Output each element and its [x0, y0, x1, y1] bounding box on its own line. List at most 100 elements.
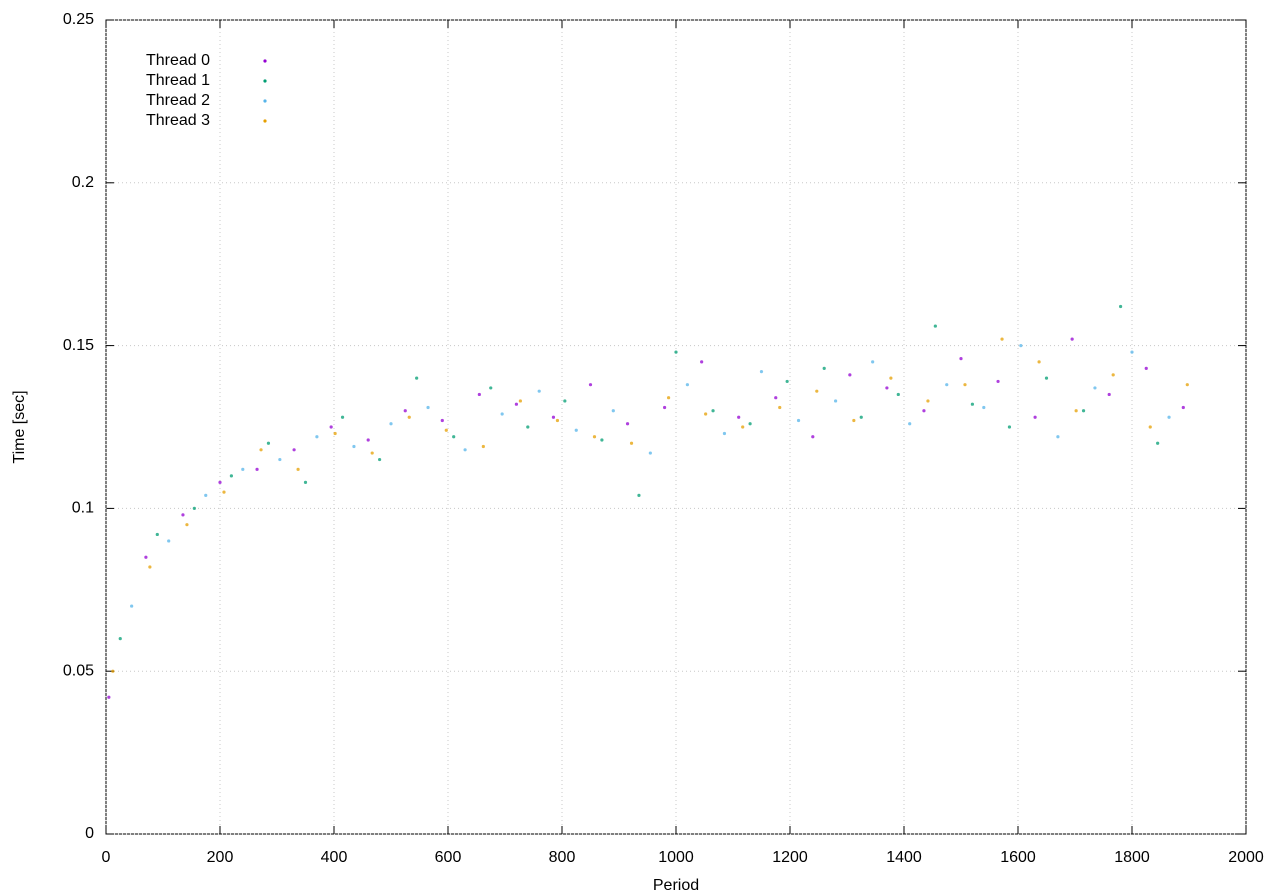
data-point [1107, 392, 1111, 397]
data-point [378, 457, 382, 462]
x-tick-label: 1600 [1000, 849, 1036, 866]
x-tick-label: 800 [549, 849, 576, 866]
y-tick-label: 0.25 [63, 11, 94, 28]
data-point [148, 565, 152, 569]
data-point [518, 399, 522, 403]
data-point [822, 366, 826, 370]
data-point [896, 392, 900, 397]
data-point [663, 405, 667, 410]
data-point [592, 435, 597, 439]
data-point [241, 467, 245, 471]
data-point [574, 428, 578, 432]
data-point [1070, 337, 1074, 341]
data-point [1056, 435, 1060, 439]
data-point [1007, 425, 1012, 429]
data-point [551, 415, 556, 419]
data-point [1081, 409, 1086, 413]
data-point [403, 409, 407, 413]
data-point [222, 490, 226, 494]
data-point [625, 422, 630, 426]
data-point [303, 480, 308, 484]
data-point [296, 467, 300, 471]
data-point [537, 389, 541, 393]
data-point [204, 493, 208, 497]
data-point [859, 415, 863, 419]
plot-frame [105, 19, 1247, 835]
data-point [811, 435, 815, 439]
data-point [1144, 366, 1148, 370]
data-point [1093, 386, 1097, 390]
data-point [107, 695, 111, 699]
data-point [463, 448, 467, 452]
legend-label: Thread 3 [146, 112, 210, 129]
data-point [415, 376, 419, 380]
data-point [155, 532, 159, 537]
data-point [500, 412, 504, 416]
data-point [648, 451, 652, 455]
data-point [1119, 304, 1123, 309]
data-point [778, 405, 782, 410]
x-tick-label: 2000 [1228, 849, 1264, 866]
data-point [370, 451, 374, 455]
data-point [118, 637, 122, 641]
data-point [340, 415, 345, 419]
x-tick-label: 1000 [658, 849, 694, 866]
data-point [255, 467, 259, 471]
data-point [315, 435, 319, 439]
data-point [796, 418, 801, 423]
data-point [722, 431, 727, 436]
x-tick-label: 0 [102, 849, 111, 866]
data-point [945, 383, 949, 387]
data-point [444, 428, 448, 432]
x-tick-label: 1200 [772, 849, 808, 866]
data-point [407, 415, 411, 419]
y-tick-label: 0.15 [63, 337, 94, 354]
data-point [785, 379, 789, 384]
data-point [181, 513, 185, 517]
data-point [922, 409, 926, 413]
data-point [700, 360, 704, 364]
data-point [748, 422, 752, 426]
data-point [440, 418, 444, 423]
data-point [908, 422, 912, 426]
y-tick-label: 0.2 [72, 174, 94, 191]
data-point [111, 669, 115, 673]
data-point [711, 409, 715, 413]
data-point [1019, 344, 1023, 348]
data-point [229, 474, 233, 478]
y-axis-label: Time [sec] [11, 390, 28, 463]
legend-marker [263, 79, 267, 83]
data-point [1156, 441, 1160, 445]
data-point [685, 383, 690, 387]
data-point [741, 425, 745, 429]
data-point [555, 418, 560, 423]
data-point [963, 383, 967, 387]
data-point [774, 396, 778, 400]
legend-label: Thread 0 [146, 52, 210, 69]
data-point [477, 392, 481, 397]
data-point [426, 405, 430, 410]
data-point [1185, 383, 1189, 387]
data-point [889, 376, 893, 380]
data-point [185, 523, 189, 527]
data-point [1037, 360, 1041, 364]
data-point [871, 360, 875, 364]
data-point [666, 396, 671, 400]
data-point [489, 386, 493, 390]
data-point [1044, 376, 1049, 380]
data-point [1111, 373, 1115, 377]
x-axis-label: Period [653, 877, 699, 894]
data-point [1033, 415, 1037, 419]
data-point [815, 389, 819, 393]
y-tick-label: 0.1 [72, 500, 94, 517]
legend-marker [263, 59, 267, 63]
data-point [970, 402, 975, 406]
x-tick-label: 1800 [1114, 849, 1150, 866]
data-point [588, 383, 593, 387]
data-point [885, 386, 889, 390]
data-point [144, 555, 148, 559]
data-point [218, 480, 222, 484]
data-point [996, 379, 1000, 384]
data-point [737, 415, 741, 419]
